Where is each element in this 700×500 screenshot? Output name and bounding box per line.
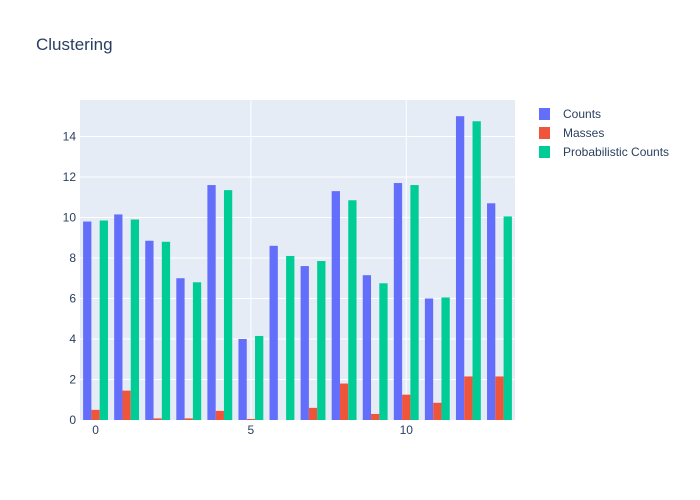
bar-probabilistic-counts[interactable]	[348, 200, 357, 420]
bar-probabilistic-counts[interactable]	[379, 283, 388, 420]
chart-title: Clustering	[36, 35, 113, 54]
bar-masses[interactable]	[246, 418, 256, 420]
y-tick-label: 6	[69, 291, 76, 305]
bar-counts[interactable]	[238, 338, 247, 420]
bar-probabilistic-counts[interactable]	[317, 261, 326, 420]
bar-counts[interactable]	[114, 214, 123, 420]
bar-probabilistic-counts[interactable]	[503, 216, 512, 420]
bar-probabilistic-counts[interactable]	[255, 335, 264, 420]
y-tick-label: 8	[69, 251, 76, 265]
legend-label: Counts	[563, 107, 601, 121]
x-axis: 0 5 10	[92, 423, 413, 437]
bar-counts[interactable]	[393, 183, 403, 420]
bar-masses[interactable]	[464, 376, 473, 420]
legend-swatch	[539, 127, 550, 139]
bar-counts[interactable]	[424, 298, 434, 420]
y-tick-label: 10	[63, 210, 77, 224]
bar-masses[interactable]	[184, 418, 193, 420]
y-tick-label: 0	[69, 413, 76, 427]
legend-item[interactable]: Masses	[539, 126, 604, 140]
x-tick-label: 0	[92, 423, 99, 437]
bar-probabilistic-counts[interactable]	[441, 297, 450, 420]
bar-masses[interactable]	[371, 413, 380, 420]
bar-counts[interactable]	[331, 191, 340, 420]
legend-label: Probabilistic Counts	[563, 145, 669, 159]
legend-item[interactable]: Counts	[539, 107, 601, 121]
bars	[83, 116, 512, 421]
y-tick-label: 12	[63, 170, 77, 184]
bar-probabilistic-counts[interactable]	[192, 282, 202, 420]
bar-masses[interactable]	[402, 394, 411, 420]
x-tick-label: 10	[400, 423, 414, 437]
bar-masses[interactable]	[91, 409, 100, 420]
legend-swatch	[539, 146, 550, 158]
bar-counts[interactable]	[269, 245, 278, 420]
legend[interactable]: Counts Masses Probabilistic Counts	[539, 107, 669, 159]
bar-counts[interactable]	[83, 221, 92, 420]
bar-counts[interactable]	[300, 266, 309, 420]
bar-masses[interactable]	[153, 418, 162, 420]
bar-probabilistic-counts[interactable]	[99, 220, 108, 420]
bar-probabilistic-counts[interactable]	[286, 255, 295, 420]
bar-masses[interactable]	[339, 383, 349, 420]
bar-probabilistic-counts[interactable]	[410, 185, 419, 420]
bar-masses[interactable]	[495, 376, 504, 420]
bar-masses[interactable]	[215, 410, 224, 420]
bar-counts[interactable]	[362, 275, 372, 420]
y-axis: 0 2 4 6 8 10 12 14	[63, 129, 77, 427]
bar-probabilistic-counts[interactable]	[130, 219, 140, 420]
bar-counts[interactable]	[145, 240, 154, 420]
x-tick-label: 5	[248, 423, 255, 437]
legend-swatch	[539, 108, 550, 120]
bar-counts[interactable]	[455, 116, 465, 421]
y-tick-label: 2	[69, 372, 76, 386]
bar-counts[interactable]	[176, 278, 185, 420]
bar-probabilistic-counts[interactable]	[472, 121, 481, 421]
bar-probabilistic-counts[interactable]	[223, 190, 233, 420]
bar-masses[interactable]	[122, 390, 131, 420]
bar-counts[interactable]	[487, 203, 496, 420]
bar-masses[interactable]	[433, 402, 442, 420]
y-tick-label: 4	[69, 332, 76, 346]
y-tick-label: 14	[63, 129, 77, 143]
bar-counts[interactable]	[207, 185, 216, 420]
legend-item[interactable]: Probabilistic Counts	[539, 145, 669, 159]
legend-label: Masses	[563, 126, 604, 140]
bar-masses[interactable]	[308, 407, 318, 420]
bar-probabilistic-counts[interactable]	[161, 241, 171, 420]
